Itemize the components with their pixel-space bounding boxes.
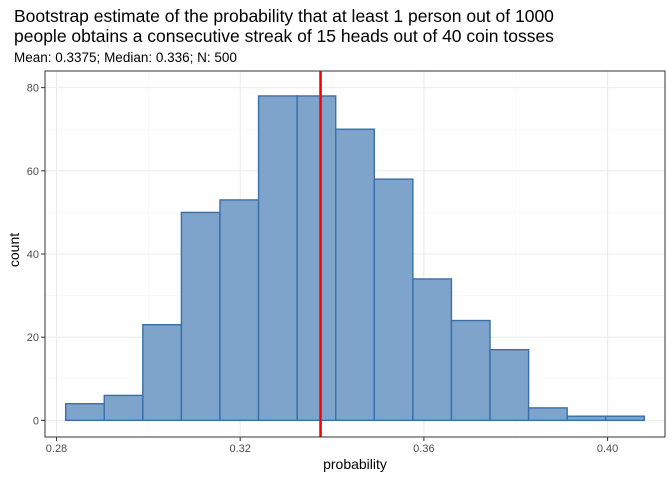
y-tick-label: 60 bbox=[27, 166, 39, 178]
histogram-bars bbox=[64, 95, 646, 422]
chart-title-line-1: Bootstrap estimate of the probability th… bbox=[14, 6, 554, 26]
chart-title-line-2: people obtains a consecutive streak of 1… bbox=[14, 26, 554, 46]
y-tick-label: 40 bbox=[27, 249, 39, 261]
y-tick-label: 0 bbox=[33, 415, 39, 427]
histogram-bar-14 bbox=[566, 415, 607, 422]
histogram-bar-15 bbox=[605, 415, 646, 422]
histogram-bar-6 bbox=[257, 95, 298, 422]
y-tick-label: 80 bbox=[27, 83, 39, 95]
histogram-bar-11 bbox=[450, 319, 491, 422]
x-tick-label: 0.28 bbox=[46, 443, 67, 455]
chart-subtitle: Mean: 0.3375; Median: 0.336; N: 500 bbox=[14, 50, 237, 65]
x-tick-label: 0.36 bbox=[413, 443, 434, 455]
x-axis-title: probability bbox=[323, 456, 387, 472]
histogram-bar-8 bbox=[335, 128, 375, 422]
x-tick-label: 0.40 bbox=[597, 443, 618, 455]
y-axis-title: count bbox=[6, 233, 22, 267]
histogram-bar-9 bbox=[373, 178, 414, 422]
axis-ticks: 0.28 0.32 0.36 0.40 0 20 40 60 80 bbox=[27, 83, 619, 455]
histogram-bar-2 bbox=[103, 394, 144, 422]
histogram-bar-4 bbox=[180, 211, 221, 422]
histogram-bar-1 bbox=[64, 403, 105, 422]
histogram-bar-10 bbox=[412, 278, 453, 422]
histogram-bar-13 bbox=[527, 407, 568, 422]
histogram-bar-5 bbox=[219, 199, 260, 422]
y-tick-label: 20 bbox=[27, 332, 39, 344]
histogram-bar-7 bbox=[296, 95, 337, 422]
histogram-bar-12 bbox=[489, 348, 530, 422]
x-tick-label: 0.32 bbox=[229, 443, 250, 455]
histogram-bar-3 bbox=[142, 324, 183, 422]
